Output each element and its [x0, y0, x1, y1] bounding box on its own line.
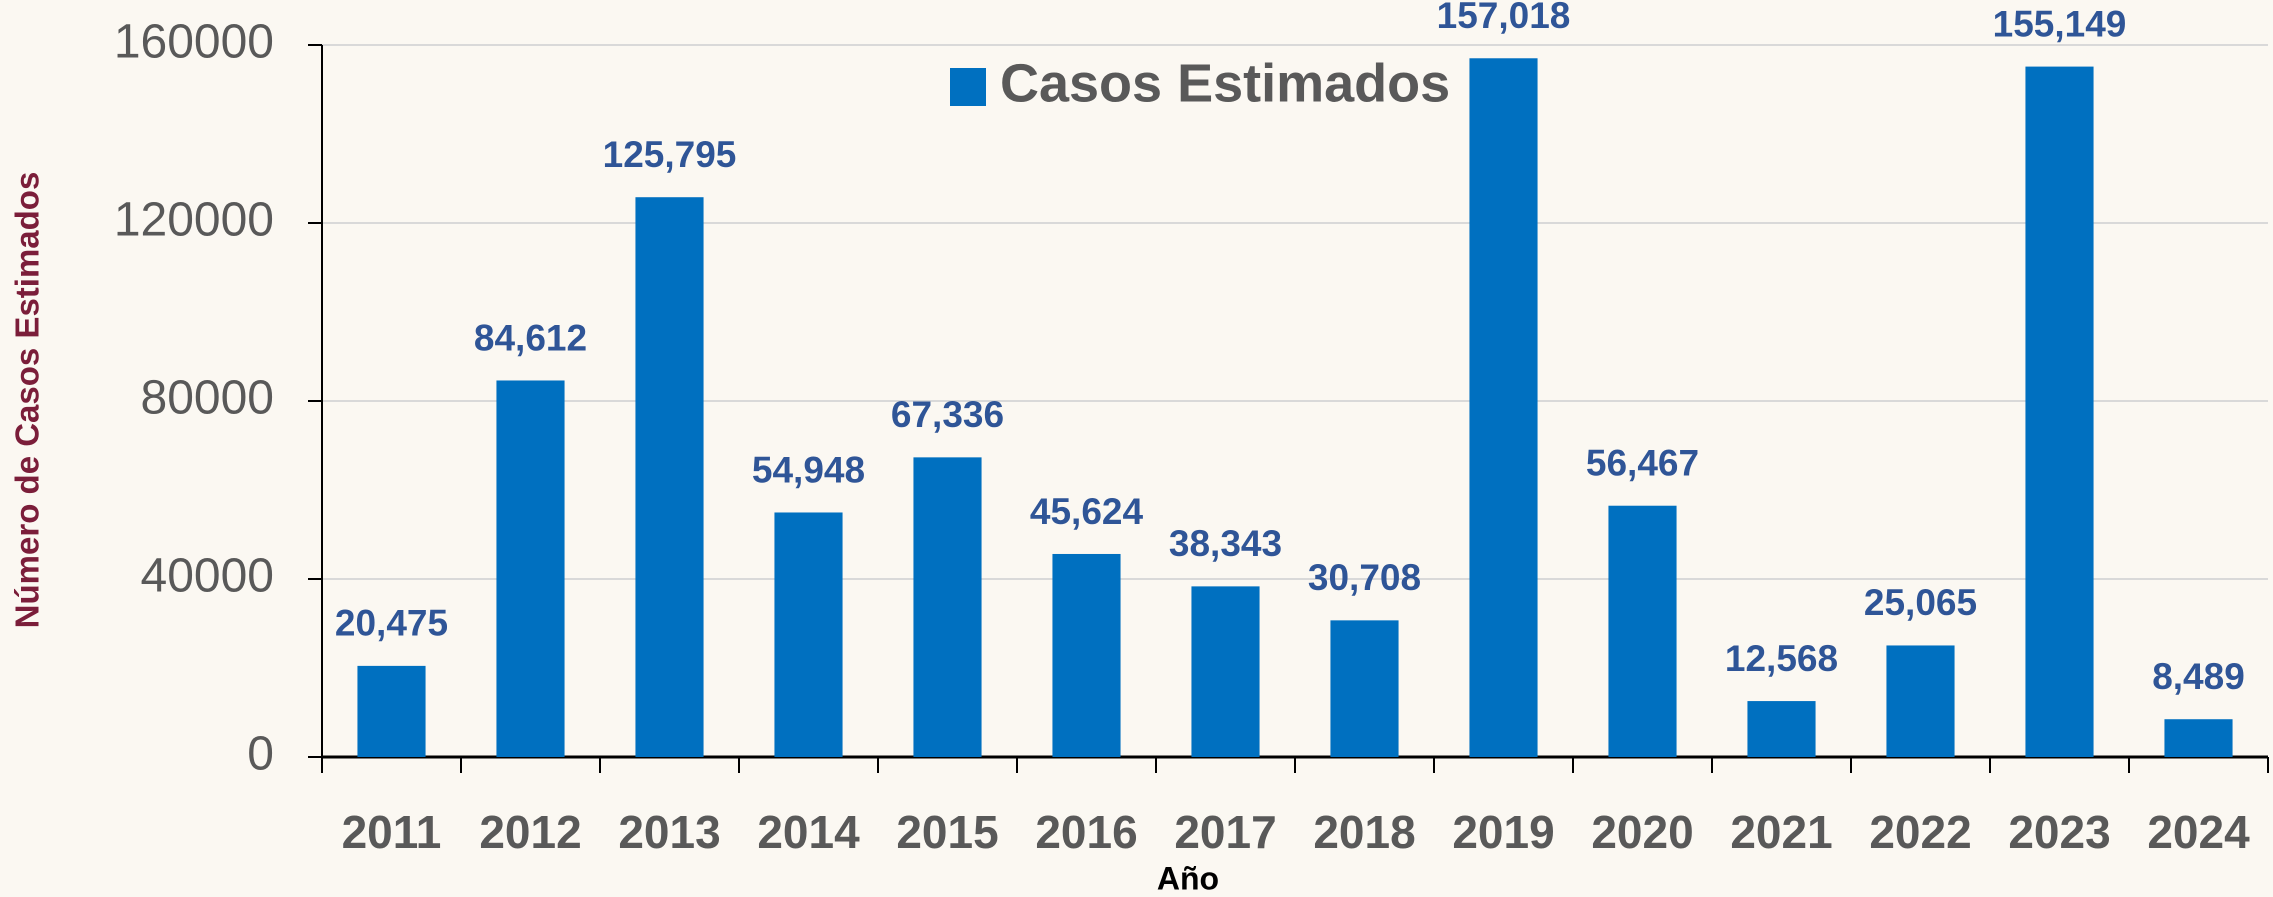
bar — [774, 512, 843, 757]
x-tick-label: 2014 — [757, 806, 860, 858]
x-tick-label: 2011 — [342, 806, 442, 858]
bar — [1469, 58, 1538, 758]
legend-label: Casos Estimados — [1000, 53, 1450, 113]
x-tick-label: 2015 — [896, 806, 998, 858]
data-label: 38,343 — [1169, 523, 1282, 564]
data-label: 125,795 — [603, 134, 737, 175]
x-tick-label: 2022 — [1869, 806, 1971, 858]
bar — [635, 197, 704, 757]
x-tick-label: 2023 — [2008, 806, 2110, 858]
data-label: 157,018 — [1437, 0, 1571, 36]
legend-swatch — [950, 68, 986, 106]
bar — [1747, 701, 1816, 757]
data-label: 45,624 — [1030, 491, 1144, 532]
data-label: 155,149 — [1993, 3, 2127, 44]
bar — [1191, 586, 1260, 757]
bar — [496, 380, 565, 757]
y-tick-label: 120000 — [114, 194, 274, 247]
x-tick-label: 2012 — [479, 806, 581, 858]
data-label: 30,708 — [1308, 557, 1421, 598]
bar — [913, 457, 982, 757]
x-tick-label: 2013 — [618, 806, 720, 858]
data-label: 54,948 — [752, 449, 865, 490]
data-label: 84,612 — [474, 317, 587, 358]
x-tick-label: 2020 — [1591, 806, 1693, 858]
y-tick-label: 160000 — [114, 16, 274, 69]
x-tick-label: 2018 — [1313, 806, 1415, 858]
data-label: 25,065 — [1864, 582, 1977, 623]
data-label: 12,568 — [1725, 638, 1838, 679]
x-tick-label: 2019 — [1452, 806, 1554, 858]
x-axis-title: Año — [1157, 860, 1219, 896]
bar — [2164, 719, 2233, 757]
bar — [357, 665, 426, 757]
y-tick-label: 0 — [247, 728, 274, 781]
data-label: 20,475 — [335, 603, 448, 644]
y-tick-label: 40000 — [141, 550, 274, 603]
y-axis-title: Número de Casos Estimados — [9, 172, 46, 629]
bar — [2025, 66, 2094, 757]
y-tick-label: 80000 — [141, 372, 274, 425]
bar — [1886, 645, 1955, 757]
bar — [1608, 505, 1677, 757]
x-tick-label: 2024 — [2147, 806, 2250, 858]
data-label: 67,336 — [891, 394, 1004, 435]
data-label: 8,489 — [2152, 656, 2245, 697]
x-tick-label: 2021 — [1730, 806, 1832, 858]
data-label: 56,467 — [1586, 443, 1699, 484]
x-tick-label: 2016 — [1035, 806, 1137, 858]
bar — [1330, 620, 1399, 757]
bar — [1052, 553, 1121, 757]
x-tick-label: 2017 — [1174, 806, 1276, 858]
